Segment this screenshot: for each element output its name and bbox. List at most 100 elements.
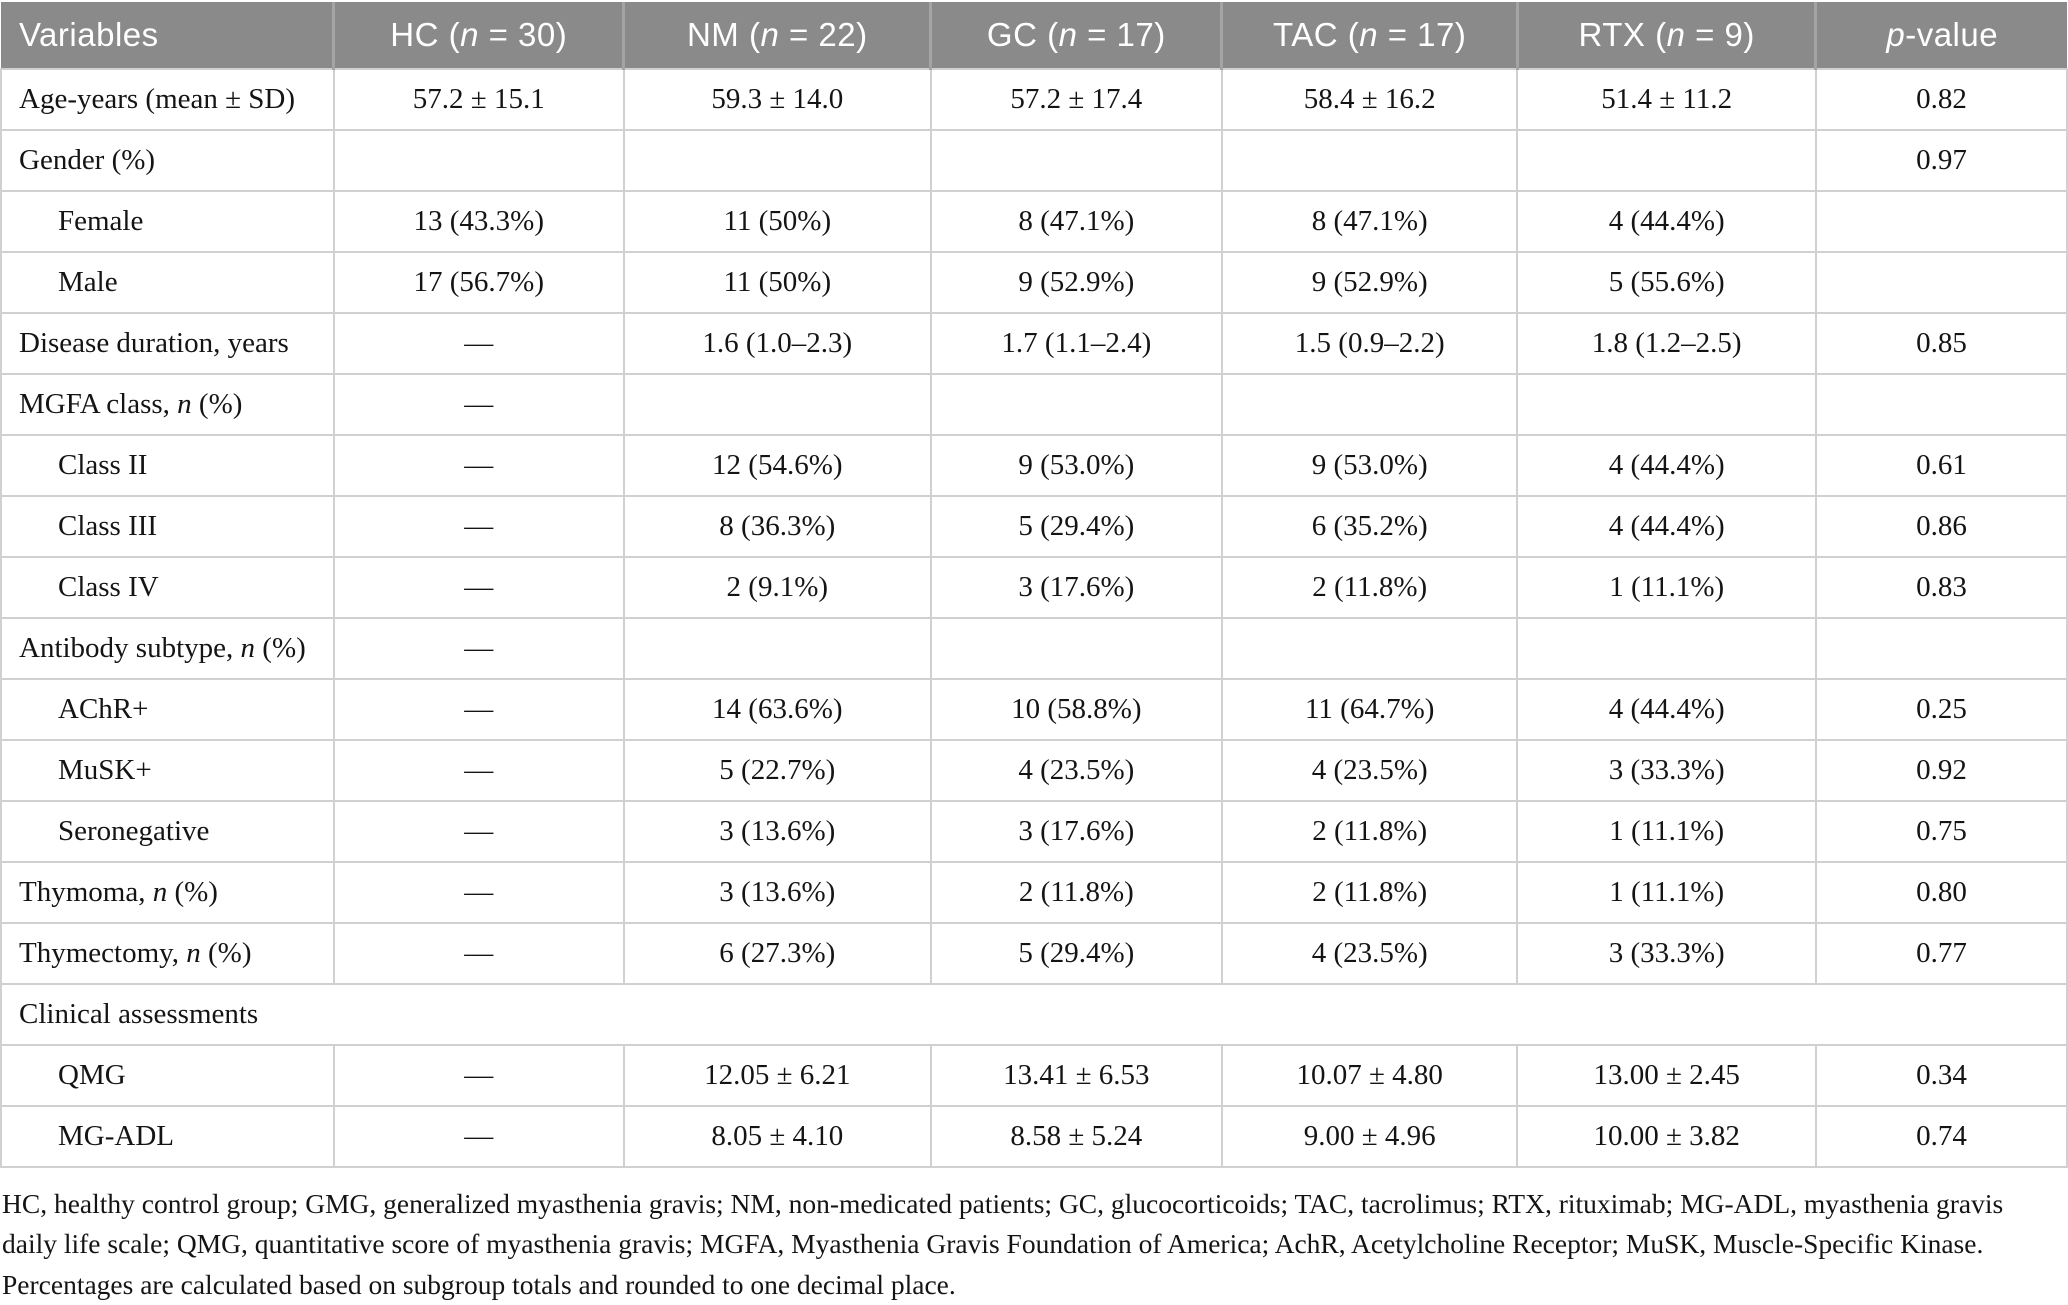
header-label: HC ( bbox=[390, 16, 461, 53]
table-cell: — bbox=[332, 1044, 625, 1107]
header-label: = 17) bbox=[1077, 16, 1166, 53]
table-cell: 0.85 bbox=[1814, 312, 2068, 375]
header-cell-nm: NM (n = 22) bbox=[622, 2, 931, 69]
table-header: Variables HC (n = 30) NM (n = 22) GC (n … bbox=[1, 2, 2067, 69]
table-cell: — bbox=[332, 739, 625, 802]
table-cell: 4 (44.4%) bbox=[1516, 190, 1817, 253]
table-cell bbox=[929, 373, 1223, 436]
table-row: Seronegative —3 (13.6%) 3 (17.6%) 2 (11.8%)… bbox=[0, 800, 2068, 863]
table-cell: 4 (23.5%) bbox=[1220, 739, 1519, 802]
table-cell: 0.82 bbox=[1814, 68, 2068, 131]
table-cell: — bbox=[332, 1105, 625, 1168]
row-label: Gender (%) bbox=[0, 129, 335, 192]
table-cell: 10 (58.8%) bbox=[929, 678, 1223, 741]
table-cell: 13 (43.3%) bbox=[332, 190, 625, 253]
header-cell-pvalue: p-value bbox=[1814, 2, 2067, 69]
header-label-italic: n bbox=[760, 16, 780, 53]
table-row: MGFA class, n (%) — bbox=[0, 373, 2068, 436]
table-row: Female 13 (43.3%) 11 (50%) 8 (47.1%) 8 (47.1… bbox=[0, 190, 2068, 253]
row-label: Antibody subtype, n (%) bbox=[0, 617, 335, 680]
header-cell-hc: HC (n = 30) bbox=[332, 2, 624, 69]
table-cell: 9 (53.0%) bbox=[1220, 434, 1519, 497]
table-cell: 4 (44.4%) bbox=[1516, 434, 1817, 497]
table-cell: 2 (11.8%) bbox=[929, 861, 1223, 924]
table-cell bbox=[1220, 129, 1519, 192]
table-cell: 58.4 ± 16.2 bbox=[1220, 68, 1519, 131]
table-cell: 4 (23.5%) bbox=[929, 739, 1223, 802]
table-cell: 2 (11.8%) bbox=[1220, 861, 1519, 924]
header-cell-rtx: RTX (n = 9) bbox=[1515, 2, 1816, 69]
row-label: QMG bbox=[0, 1044, 335, 1107]
row-label: Female bbox=[0, 190, 335, 253]
row-label: Male bbox=[0, 251, 335, 314]
table-cell: — bbox=[332, 861, 625, 924]
row-label: Thymectomy, n (%) bbox=[0, 922, 335, 985]
table-cell bbox=[1220, 617, 1519, 680]
table-cell: 1.8 (1.2–2.5) bbox=[1516, 312, 1817, 375]
table-cell: 8 (36.3%) bbox=[622, 495, 932, 558]
header-row: Variables HC (n = 30) NM (n = 22) GC (n … bbox=[1, 2, 2067, 69]
table-cell: 9 (52.9%) bbox=[929, 251, 1223, 314]
table-cell: — bbox=[332, 617, 625, 680]
table-cell: 14 (63.6%) bbox=[622, 678, 932, 741]
table-cell: 11 (50%) bbox=[622, 251, 932, 314]
table-cell bbox=[1814, 617, 2068, 680]
table-row: Thymectomy, n (%) —6 (27.3%) 5 (29.4%) 4 (2… bbox=[0, 922, 2068, 985]
table-cell: 0.80 bbox=[1814, 861, 2068, 924]
table-cell: 57.2 ± 15.1 bbox=[332, 68, 625, 131]
table-cell: 57.2 ± 17.4 bbox=[929, 68, 1223, 131]
header-label: GC ( bbox=[986, 16, 1059, 53]
table-body: Age-years (mean ± SD) 57.2 ± 15.1 59.3 ± 1… bbox=[0, 68, 2068, 1168]
table-cell: — bbox=[332, 495, 625, 558]
table-cell: 3 (17.6%) bbox=[929, 556, 1223, 619]
table-cell: 0.86 bbox=[1814, 495, 2068, 558]
table-row: Class II —12 (54.6%) 9 (53.0%) 9 (53.0%) 4 (… bbox=[0, 434, 2068, 497]
header-label-italic: n bbox=[460, 16, 479, 53]
table-cell: 3 (33.3%) bbox=[1516, 922, 1817, 985]
header-cell-tac: TAC (n = 17) bbox=[1220, 2, 1518, 69]
row-label: Class III bbox=[0, 495, 335, 558]
table-cell bbox=[1516, 373, 1817, 436]
row-label: Thymoma, n (%) bbox=[0, 861, 335, 924]
table-cell: 9.00 ± 4.96 bbox=[1220, 1105, 1519, 1168]
table-cell bbox=[1516, 129, 1817, 192]
row-label: Class II bbox=[0, 434, 335, 497]
table-cell: 1 (11.1%) bbox=[1516, 861, 1817, 924]
table-cell: 3 (33.3%) bbox=[1516, 739, 1817, 802]
table-cell: 10.00 ± 3.82 bbox=[1516, 1105, 1817, 1168]
table-cell: 4 (44.4%) bbox=[1516, 495, 1817, 558]
table-cell bbox=[622, 617, 932, 680]
row-label: Age-years (mean ± SD) bbox=[0, 68, 335, 131]
table-cell bbox=[1516, 617, 1817, 680]
row-label: Disease duration, years bbox=[0, 312, 335, 375]
table-cell bbox=[1814, 190, 2068, 253]
table-row: MG-ADL —8.05 ± 4.10 8.58 ± 5.24 9.00 ± 4.96… bbox=[0, 1105, 2068, 1168]
table-cell: 4 (44.4%) bbox=[1516, 678, 1817, 741]
table-row: AChR+ —14 (63.6%) 10 (58.8%) 11 (64.7%) 4 (4… bbox=[0, 678, 2068, 741]
header-label: NM ( bbox=[686, 16, 761, 53]
table-cell: 0.25 bbox=[1814, 678, 2068, 741]
table-footnote: HC, healthy control group; GMG, generali… bbox=[2, 1188, 2004, 1300]
table-cell bbox=[332, 129, 625, 192]
header-label: = 17) bbox=[1378, 16, 1467, 53]
row-label: Class IV bbox=[0, 556, 335, 619]
table-cell: 3 (13.6%) bbox=[622, 800, 932, 863]
table-cell: — bbox=[332, 556, 625, 619]
header-label: Variables bbox=[19, 16, 159, 53]
table-row: Class IV —2 (9.1%) 3 (17.6%) 2 (11.8%) 1 (11… bbox=[0, 556, 2068, 619]
header-label: -value bbox=[1905, 16, 1999, 53]
table-cell: 5 (29.4%) bbox=[929, 495, 1223, 558]
table-cell: 0.77 bbox=[1814, 922, 2068, 985]
table-cell: 51.4 ± 11.2 bbox=[1516, 68, 1817, 131]
table-cell: — bbox=[332, 312, 625, 375]
table-cell: 8 (47.1%) bbox=[1220, 190, 1519, 253]
table-cell: — bbox=[332, 800, 625, 863]
table-cell: 9 (53.0%) bbox=[929, 434, 1223, 497]
table-row: Age-years (mean ± SD) 57.2 ± 15.1 59.3 ± 1… bbox=[0, 68, 2068, 131]
header-label: TAC ( bbox=[1273, 16, 1360, 53]
table-cell: 11 (64.7%) bbox=[1220, 678, 1519, 741]
header-cell-gc: GC (n = 17) bbox=[929, 2, 1222, 69]
table-cell: 2 (11.8%) bbox=[1220, 556, 1519, 619]
row-label: Clinical assessments bbox=[0, 983, 2068, 1046]
table-cell: 17 (56.7%) bbox=[332, 251, 625, 314]
